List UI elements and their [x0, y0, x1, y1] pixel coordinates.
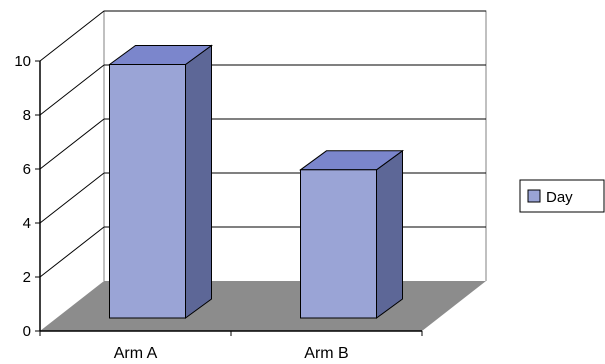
x-tick-label-arm-b: Arm B	[304, 345, 348, 362]
y-tick-label-3: 6	[23, 161, 31, 178]
bar-arm-a-front	[109, 64, 186, 319]
bar-arm-a	[107, 44, 214, 319]
y-tick-label-5: 10	[14, 53, 31, 70]
axis-layer: 0 2 4 6 8 10 Arm A Arm B	[14, 53, 423, 362]
grid-layer	[39, 10, 487, 331]
bar-arm-a-side	[185, 44, 212, 319]
bars-layer	[107, 44, 405, 319]
gridline-side-5	[39, 10, 105, 62]
y-tick-label-1: 2	[23, 269, 31, 286]
y-tick-label-0: 0	[23, 323, 31, 340]
legend: Day	[519, 179, 605, 213]
gridline-side-2	[39, 172, 105, 224]
gridline-side-4	[39, 64, 105, 116]
y-tick-label-2: 4	[23, 215, 31, 232]
gridline-side-1	[39, 226, 105, 278]
bar-arm-b	[298, 149, 405, 319]
gridline-side-3	[39, 118, 105, 170]
x-tick-label-arm-a: Arm A	[114, 345, 158, 362]
bar-arm-b-side	[376, 149, 403, 319]
bar-arm-b-front	[300, 169, 377, 319]
legend-swatch-day	[527, 189, 541, 203]
y-tick-label-4: 8	[23, 107, 31, 124]
legend-label-day: Day	[546, 189, 573, 206]
chart-floor	[40, 281, 486, 331]
